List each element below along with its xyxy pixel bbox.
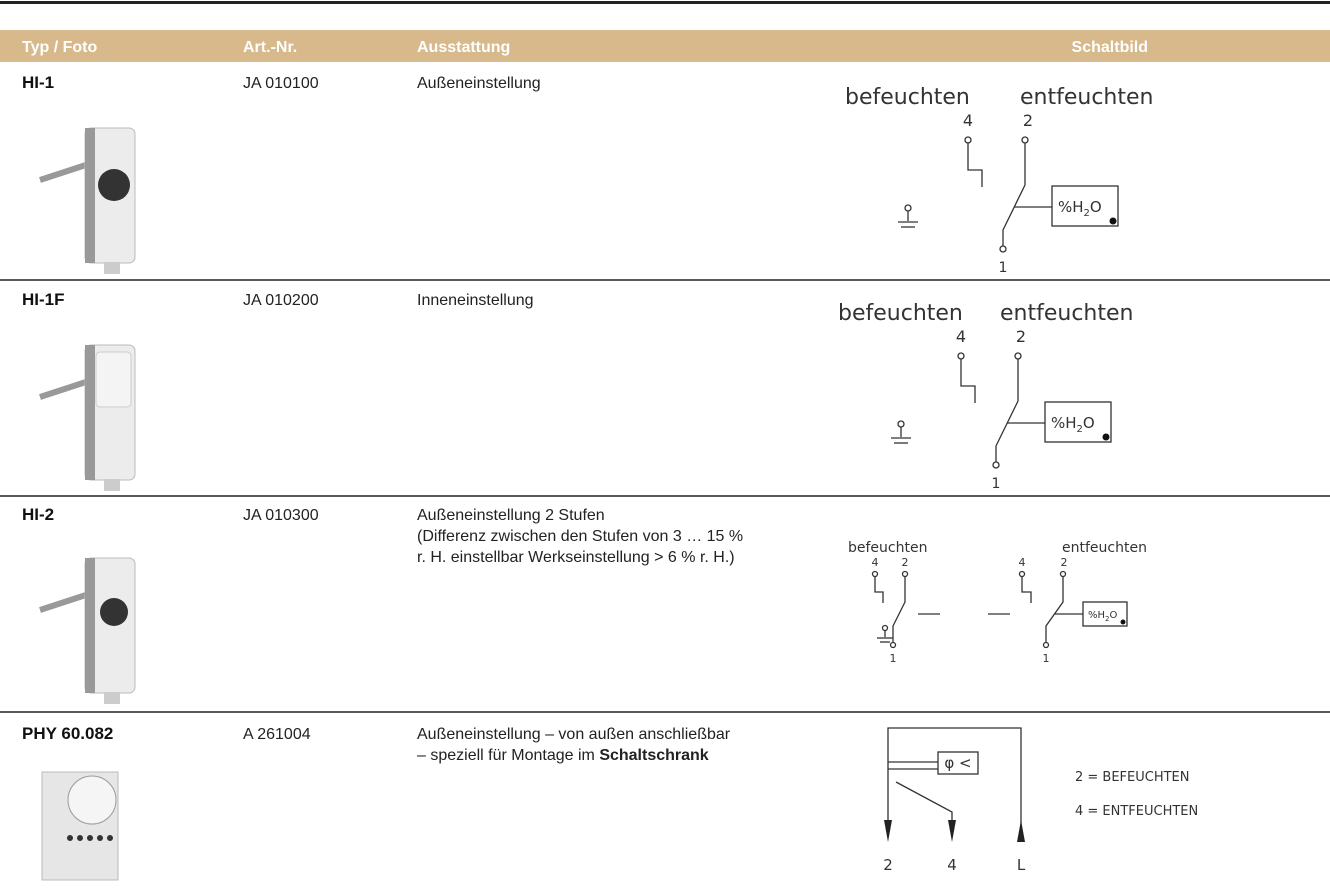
photo <box>39 127 136 274</box>
schematic: befeuchten entfeuchten 4 2 1 %H2O <box>845 85 1153 276</box>
terminal: 1 <box>1043 652 1050 665</box>
type: HI-2 <box>22 505 54 524</box>
header-cell: Art.-Nr. <box>243 39 297 56</box>
terminal: 4 <box>947 856 957 874</box>
schematic: befeuchten entfeuchten 4 2 4 2 1 1 %H2O <box>848 540 1147 665</box>
description: r. H. einstellbar Werkseinstellung > 6 %… <box>417 549 735 566</box>
schematic-label: entfeuchten <box>1020 85 1153 110</box>
description-bold: Schaltschrank <box>599 747 708 764</box>
art-nr: A 261004 <box>243 726 311 743</box>
sensor: 2 <box>1077 424 1083 435</box>
terminal: 2 <box>1016 327 1026 346</box>
header-cell: Schaltbild <box>1072 39 1148 56</box>
sensor: 2 <box>1084 208 1090 219</box>
sensor: 2 <box>1105 615 1109 623</box>
type: HI-1F <box>22 290 65 309</box>
terminal: 1 <box>890 652 897 665</box>
photo <box>39 557 136 704</box>
sensor-label: %H2O <box>1051 414 1095 435</box>
sensor: O <box>1083 414 1095 432</box>
art-nr: JA 010100 <box>243 75 319 92</box>
description: (Differenz zwischen den Stufen von 3 … 1… <box>417 528 743 545</box>
sensor: %H <box>1051 414 1077 432</box>
description: Außeneinstellung 2 Stufen <box>417 507 605 524</box>
description: Außeneinstellung – von außen anschließba… <box>417 726 731 743</box>
terminal: 2 <box>902 556 909 569</box>
schematic-label: entfeuchten <box>1062 540 1147 556</box>
terminal: 1 <box>999 260 1008 276</box>
terminal: 2 <box>883 856 893 874</box>
sensor-label: φ < <box>944 754 971 772</box>
description: Außeneinstellung <box>417 75 541 92</box>
dividers <box>0 279 1330 713</box>
terminal: 4 <box>956 327 966 346</box>
top-rule <box>0 1 1330 4</box>
type: HI-1 <box>22 73 54 92</box>
schematic-label: befeuchten <box>845 85 970 110</box>
terminal: 4 <box>872 556 879 569</box>
terminal: 4 <box>963 111 973 130</box>
terminal: 1 <box>992 476 1001 492</box>
terminal: 4 <box>1019 556 1026 569</box>
photo <box>39 344 136 491</box>
description: – speziell für Montage im Schaltschrank <box>417 747 709 764</box>
schematic: befeuchten entfeuchten 4 2 1 %H2O <box>838 301 1133 492</box>
schematic-label: entfeuchten <box>1000 301 1133 326</box>
sensor-label: %H2O <box>1088 610 1118 623</box>
sensor: O <box>1090 198 1102 216</box>
header-band <box>0 30 1330 62</box>
schematic-label: befeuchten <box>838 301 963 326</box>
art-nr: JA 010300 <box>243 507 319 524</box>
header-cell: Typ / Foto <box>22 39 97 56</box>
photo <box>41 771 119 881</box>
schematic: φ < 2 4 L 2 = BEFEUCHTEN 4 = ENTFEUCHTEN <box>883 727 1198 874</box>
art-nr: JA 010200 <box>243 292 319 309</box>
terminal: 2 <box>1023 111 1033 130</box>
description: Inneneinstellung <box>417 292 534 309</box>
sensor-label: %H2O <box>1058 198 1102 219</box>
sensor: %H <box>1088 610 1105 621</box>
description: – speziell für Montage im <box>417 747 599 764</box>
sensor: O <box>1110 610 1118 621</box>
legend: 4 = ENTFEUCHTEN <box>1075 804 1198 819</box>
sensor: %H <box>1058 198 1084 216</box>
terminal: 2 <box>1061 556 1068 569</box>
header-cell: Ausstattung <box>417 39 510 56</box>
type: PHY 60.082 <box>22 724 113 743</box>
terminal: L <box>1017 856 1026 874</box>
legend: 2 = BEFEUCHTEN <box>1075 770 1190 785</box>
schematic-label: befeuchten <box>848 540 927 556</box>
